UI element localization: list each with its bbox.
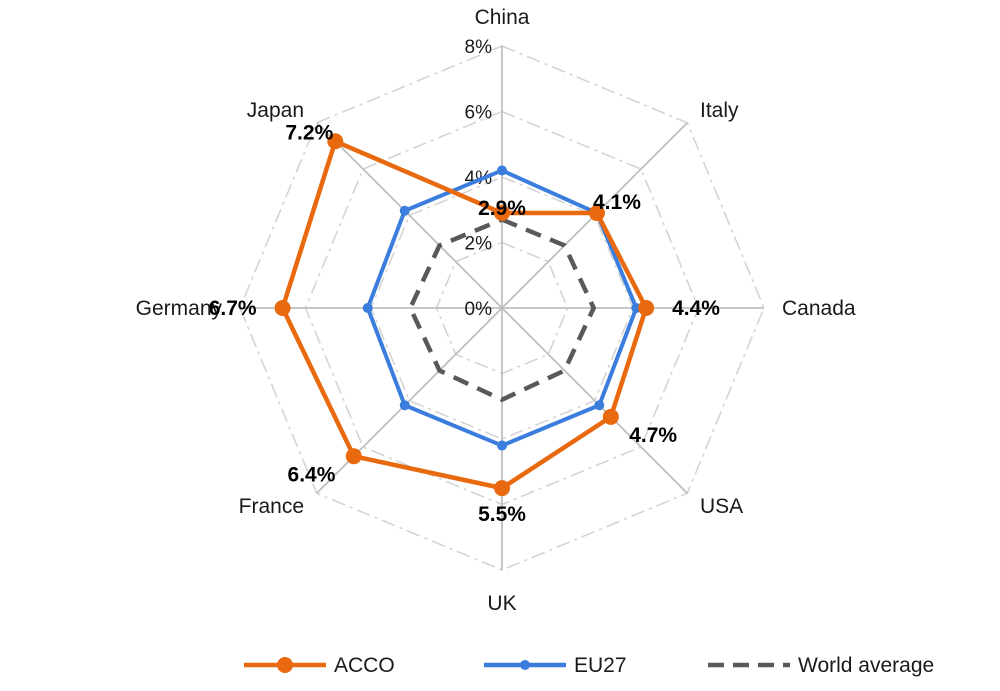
tick-label-6: 6% (465, 103, 493, 124)
axis-label-japan: Japan (247, 99, 304, 122)
tick-label-2: 2% (465, 234, 493, 255)
axis-label-france: France (239, 495, 304, 518)
legend-label-world-average: World average (798, 654, 934, 677)
point-eu27-china (497, 165, 507, 176)
legend-item-eu27: EU27 (484, 654, 627, 677)
spoke-japan (316, 122, 503, 309)
legend-label-eu27: EU27 (574, 654, 627, 677)
point-acco-uk (494, 480, 510, 497)
point-acco-germany (274, 300, 291, 316)
data-label-acco-uk: 5.5% (478, 503, 526, 526)
data-label-acco-usa: 4.7% (629, 424, 677, 447)
data-label-acco-china: 2.9% (478, 197, 526, 220)
grid-ring-4 (370, 176, 634, 440)
point-eu27-usa (594, 400, 605, 411)
legend-label-acco: ACCO (334, 654, 395, 677)
point-acco-usa (602, 408, 619, 425)
point-eu27-germany (362, 303, 373, 313)
axis-label-uk: UK (487, 592, 516, 615)
point-acco-canada (638, 300, 655, 316)
data-label-acco-canada: 4.4% (672, 297, 720, 320)
point-eu27-japan (399, 205, 410, 216)
legend: ACCO EU27 World average (244, 654, 934, 677)
tick-label-8: 8% (465, 37, 493, 58)
data-label-acco-italy: 4.1% (593, 191, 641, 214)
spoke-usa (501, 307, 688, 494)
point-acco-france (345, 448, 362, 465)
data-label-layer: 2.9% 4.1% 4.4% 4.7% 5.5% 6.4% 6.7% 7.2% (209, 121, 721, 526)
series-layer (274, 133, 655, 497)
legend-marker-eu27 (520, 660, 530, 670)
data-label-acco-germany: 6.7% (209, 297, 257, 320)
spoke-france (316, 307, 503, 494)
tick-label-layer: 0%2%4%6%8% (465, 37, 493, 320)
legend-item-acco: ACCO (244, 654, 395, 677)
point-acco-china (494, 205, 510, 222)
axis-label-germany: Germany (136, 297, 223, 320)
axis-label-china: China (475, 6, 530, 29)
axis-label-canada: Canada (782, 297, 856, 320)
point-eu27-uk (497, 440, 507, 451)
point-acco-japan (327, 133, 344, 150)
legend-marker-acco (277, 657, 293, 673)
series-line-world-average (408, 217, 596, 402)
tick-label-0: 0% (465, 299, 493, 320)
data-label-acco-france: 6.4% (288, 464, 336, 487)
point-eu27-france (399, 400, 410, 411)
point-acco-italy (588, 205, 605, 222)
axis-label-italy: Italy (700, 99, 739, 122)
data-label-acco-japan: 7.2% (285, 121, 333, 144)
legend-item-world-average: World average (708, 654, 934, 677)
axis-label-usa: USA (700, 495, 743, 518)
axis-label-layer: China Italy Canada USA UK France Germany Japan (136, 6, 856, 615)
